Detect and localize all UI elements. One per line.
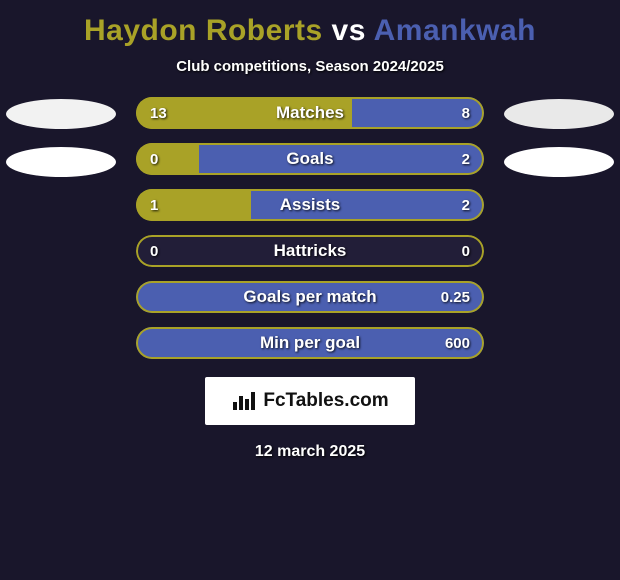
stat-label: Hattricks [136, 235, 484, 267]
vs-text: vs [332, 14, 366, 47]
bars-icon [231, 390, 257, 412]
bar-right-fill [136, 281, 484, 313]
stat-row: Goals per match0.25 [136, 281, 484, 313]
bar-right-fill [352, 97, 484, 129]
chart-area: Matches138 Goals02 Assists12 Hattricks0 0 Goa… [0, 97, 620, 359]
date-text: 12 march 2025 [255, 443, 365, 461]
bar-left-fill [136, 189, 251, 221]
stat-row: Goals02 [136, 143, 484, 175]
stat-row: Matches138 [136, 97, 484, 129]
left-badges [6, 97, 116, 177]
right-badges [504, 97, 614, 177]
bar-left-fill [136, 97, 352, 129]
team-badge-right-1 [504, 99, 614, 129]
team-badge-left-2 [6, 147, 116, 177]
stat-row: Min per goal600 [136, 327, 484, 359]
bar-right-fill [251, 189, 484, 221]
subtitle: Club competitions, Season 2024/2025 [176, 58, 444, 75]
footer-logo-text: FcTables.com [263, 390, 388, 412]
footer-logo: FcTables.com [205, 377, 415, 425]
player2-name: Amankwah [374, 14, 536, 47]
team-badge-left-1 [6, 99, 116, 129]
bars-container: Matches138 Goals02 Assists12 Hattricks0 0 Goa… [136, 97, 484, 359]
bar-right-fill [199, 143, 484, 175]
bar-right-fill [136, 327, 484, 359]
stat-row: Assists12 [136, 189, 484, 221]
player1-name: Haydon Roberts [84, 14, 323, 47]
bar-border [136, 235, 484, 267]
stat-row: Hattricks0 0 [136, 235, 484, 267]
team-badge-right-2 [504, 147, 614, 177]
bar-left-fill [136, 143, 199, 175]
page-title: Haydon Roberts vs Amankwah [84, 14, 536, 48]
root-container: Haydon Roberts vs Amankwah Club competit… [0, 0, 620, 471]
stat-value-left: 0 [150, 235, 158, 267]
stat-value-right: 0 [462, 235, 470, 267]
